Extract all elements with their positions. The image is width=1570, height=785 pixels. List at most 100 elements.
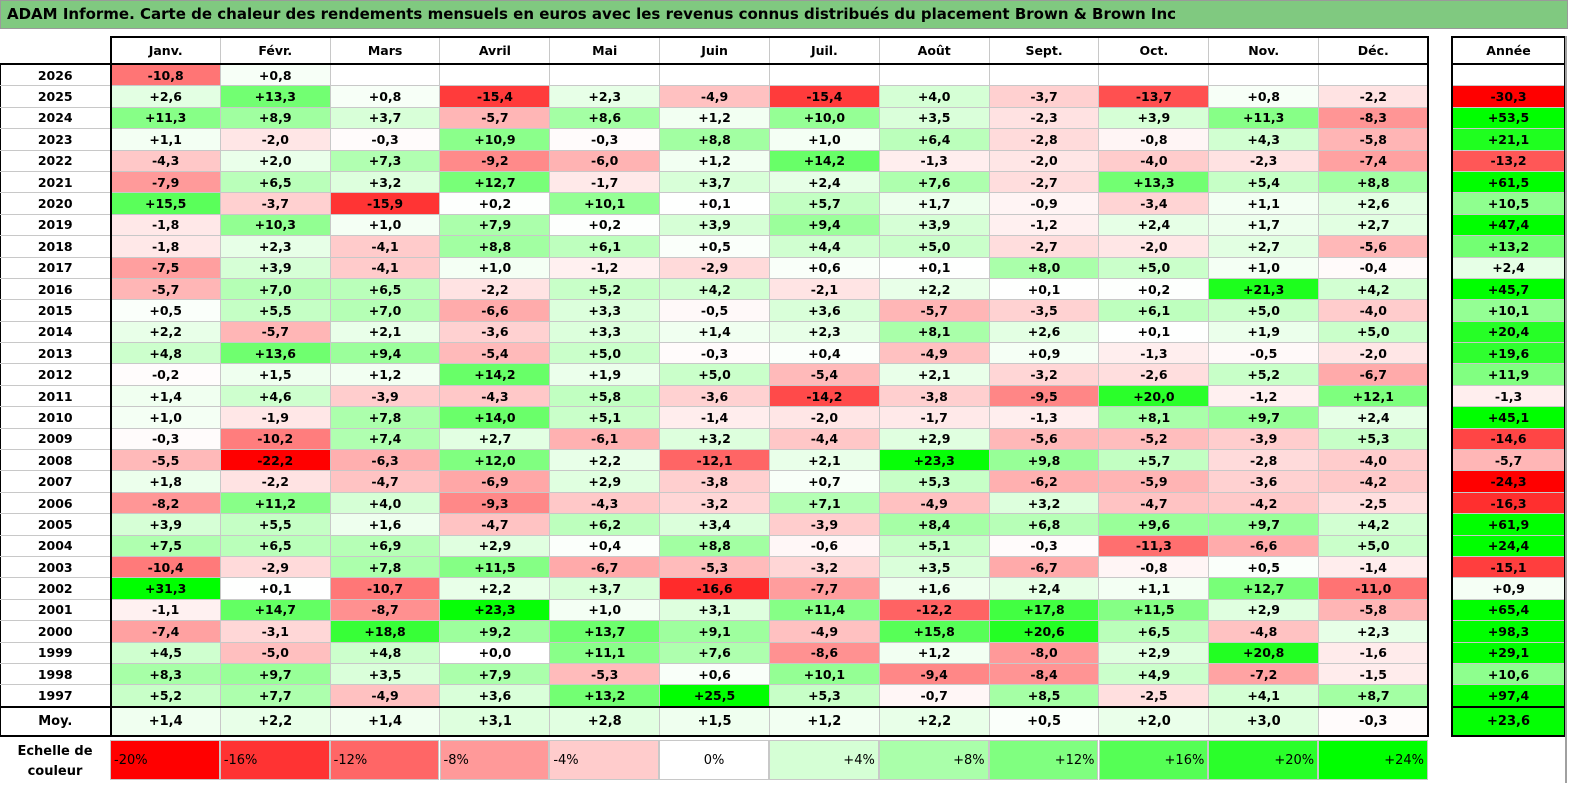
heatmap-cell: +23,3 (878, 449, 990, 472)
heatmap-cell: -12,1 (659, 449, 770, 472)
heatmap-cell: +1,9 (1208, 320, 1320, 344)
heatmap-cell: +6,1 (1098, 299, 1210, 322)
heatmap-cell: -5,6 (988, 427, 1100, 451)
heatmap-cell: +5,2 (549, 277, 661, 301)
heatmap-cell: -1,4 (1318, 555, 1430, 579)
annual-cell: +61,5 (1451, 170, 1566, 194)
year-row: 2003 -10,4 -2,9 +7,8 +11,5 -6,7 -5,3 -3,2 +3,5 -6… (0, 555, 1430, 579)
heatmap-cell: -5,4 (439, 342, 551, 365)
year-row: 2025 +2,6 +13,3 +0,8 -15,4 +2,3 -4,9 -15,4 +4,0-… (0, 85, 1430, 108)
heatmap-cell: -0,3 (549, 128, 661, 151)
heatmap-cell (1318, 63, 1430, 87)
annual-row: +10,5 (1451, 192, 1566, 215)
heatmap-cell: +11,1 (549, 641, 661, 664)
annual-row: -16,3 (1451, 491, 1566, 515)
heatmap-cell: +2,2 (110, 320, 221, 344)
heatmap-cell: +2,3 (1318, 620, 1430, 643)
heatmap-cell (1208, 63, 1320, 87)
heatmap-cell: +3,9 (110, 513, 221, 536)
heatmap-cell: -3,8 (659, 470, 770, 493)
year-row: 2017 -7,5 +3,9 -4,1 +1,0 -1,2 -2,9 +0,6 +0,1 +8,0… (0, 256, 1430, 279)
heatmap-cell: -6,6 (1208, 534, 1320, 557)
heatmap-cell: +21,3 (1208, 277, 1320, 301)
heatmap-cell: -22,2 (219, 449, 331, 472)
heatmap-cell: +7,7 (219, 684, 331, 708)
heatmap-cell (768, 63, 880, 87)
year-row: 2015 +0,5 +5,5 +7,0 -6,6 +3,3 -0,5 +3,6 -5,7 -3,5… (0, 299, 1430, 322)
heatmap-cell: +14,0 (439, 406, 551, 429)
heatmap-cell: +1,2 (659, 149, 770, 172)
heatmap-cell: +8,9 (219, 106, 331, 130)
heatmap-cell: -7,2 (1208, 662, 1320, 686)
year-row: 1997 +5,2 +7,7 -4,9 +3,6 +13,2 +25,5 +5,3 -0,7 +8… (0, 684, 1430, 708)
heatmap-cell: -3,8 (878, 384, 990, 408)
heatmap-cell: +7,1 (768, 491, 880, 515)
year-label: 2021 (0, 170, 112, 194)
heatmap-cell: +1,8 (110, 470, 221, 493)
heatmap-cell: +9,4 (329, 342, 441, 365)
heatmap-cell: +2,9 (1208, 598, 1320, 622)
heatmap-cell: +8,7 (1318, 684, 1430, 708)
heatmap-cell: +5,2 (1208, 363, 1320, 386)
annual-cell: -13,2 (1451, 149, 1566, 172)
heatmap-cell: -5,7 (878, 299, 990, 322)
annual-row: +97,4 (1451, 684, 1566, 708)
heatmap-cell: +0,0 (439, 641, 551, 664)
heatmap-cell: +5,1 (549, 406, 661, 429)
heatmap-cell: +4,8 (329, 641, 441, 664)
heatmap-cell: +2,2 (439, 577, 551, 600)
heatmap-cell: +8,1 (878, 320, 990, 344)
year-row: 2001 -1,1 +14,7 -8,7 +23,3 +1,0 +3,1 +11,4 -12,2… (0, 598, 1430, 622)
color-scale-step: +8% (878, 740, 989, 780)
heatmap-cell: -3,2 (659, 491, 770, 515)
heatmap-cell: +8,1 (1098, 406, 1210, 429)
heatmap-cell: +2,3 (549, 85, 661, 108)
heatmap-cell: -4,7 (1098, 491, 1210, 515)
annual-row: +10,6 (1451, 662, 1566, 686)
heatmap-cell: +0,4 (549, 534, 661, 557)
heatmap-cell: +12,0 (439, 449, 551, 472)
heatmap-cell: -1,7 (549, 170, 661, 194)
heatmap-cell: -10,2 (219, 427, 331, 451)
heatmap-cell: -1,2 (988, 213, 1100, 237)
heatmap-cell: -1,8 (110, 235, 221, 258)
heatmap-cell: +2,1 (878, 363, 990, 386)
heatmap-cell: +0,9 (988, 342, 1100, 365)
annual-row: +53,5 (1451, 106, 1566, 130)
heatmap-cell: -7,9 (110, 170, 221, 194)
color-scale-label-line1: Echelle de (17, 744, 93, 759)
heatmap-cell: +18,8 (329, 620, 441, 643)
heatmap-cell: +3,9 (1098, 106, 1210, 130)
heatmap-cell: -7,5 (110, 256, 221, 279)
heatmap-cell: -4,0 (1318, 449, 1430, 472)
heatmap-cell: -10,7 (329, 577, 441, 600)
heatmap-cell: +20,6 (988, 620, 1100, 643)
heatmap-cell: -3,1 (219, 620, 331, 643)
year-row: 2024 +11,3 +8,9 +3,7 -5,7 +8,6 +1,2 +10,0 +3,5 -2… (0, 106, 1430, 130)
annual-cell: -14,6 (1451, 427, 1566, 451)
color-scale-step: +16% (1098, 740, 1209, 780)
annual-row: +47,4 (1451, 213, 1566, 237)
heatmap-cell: +4,4 (768, 235, 880, 258)
heatmap-cell: +7,5 (110, 534, 221, 557)
heatmap-cell: +1,2 (878, 641, 990, 664)
heatmap-cell: +2,9 (439, 534, 551, 557)
annual-row: +45,7 (1451, 277, 1566, 301)
color-scale-step: 0% (659, 740, 769, 780)
heatmap-cell: -6,7 (549, 555, 661, 579)
heatmap-cell: -6,7 (1318, 363, 1430, 386)
heatmap-cell: +6,2 (549, 513, 661, 536)
heatmap-cell: +3,5 (329, 662, 441, 686)
heatmap-cell: -5,6 (1318, 235, 1430, 258)
heatmap-cell: +5,0 (878, 235, 990, 258)
month-header: Sept. (988, 36, 1100, 65)
heatmap-cell: +3,5 (878, 555, 990, 579)
heatmap-cell: -5,7 (110, 277, 221, 301)
heatmap-cell: +2,1 (768, 449, 880, 472)
heatmap-cell: -2,8 (1208, 449, 1320, 472)
heatmap-cell: +2,4 (1098, 213, 1210, 237)
heatmap-cell: -2,2 (439, 277, 551, 301)
heatmap-cell: +20,0 (1098, 384, 1210, 408)
heatmap-cell: -0,6 (768, 534, 880, 557)
heatmap-cell: +1,0 (329, 213, 441, 237)
